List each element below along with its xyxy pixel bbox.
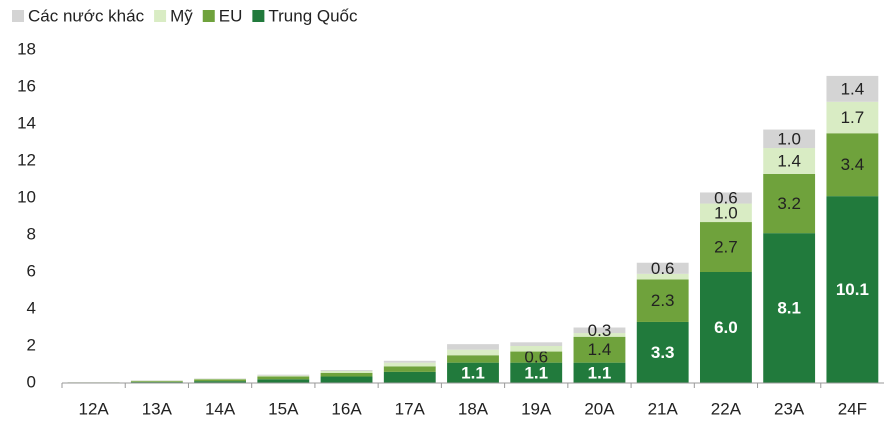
x-tick-label: 18A: [458, 399, 489, 418]
data-label: 0.6: [651, 259, 675, 278]
bar-segment: [257, 376, 309, 377]
bar-segment: [510, 346, 562, 352]
legend-label: Các nước khác: [28, 6, 145, 25]
x-tick-label: 23A: [774, 399, 805, 418]
y-tick-label: 10: [17, 187, 36, 206]
y-tick-label: 4: [27, 298, 36, 317]
legend-swatch: [252, 10, 264, 22]
data-label: 2.3: [651, 291, 675, 310]
bar-segment: [257, 375, 309, 376]
x-tick-label: 12A: [78, 399, 109, 418]
x-tick-label: 16A: [331, 399, 362, 418]
y-tick-label: 16: [17, 76, 36, 95]
legend-swatch: [12, 10, 24, 22]
bar-segment: [447, 344, 499, 350]
bar-segment: [384, 366, 436, 372]
data-label: 1.0: [777, 129, 801, 148]
legend-label: Trung Quốc: [268, 6, 358, 25]
data-label: 3.2: [777, 194, 801, 213]
data-label: 10.1: [836, 280, 869, 299]
data-label: 1.4: [777, 151, 801, 170]
data-label: 1.1: [588, 363, 612, 382]
x-tick-label: 13A: [142, 399, 173, 418]
bar-segment: [194, 379, 246, 380]
bar-segment: [510, 342, 562, 346]
data-label: 6.0: [714, 318, 738, 337]
legend-label: Mỹ: [170, 6, 193, 25]
x-tick-label: 14A: [205, 399, 236, 418]
bar-segment: [194, 379, 246, 381]
x-tick-label: 17A: [395, 399, 426, 418]
bar-segment: [384, 363, 436, 367]
legend-swatch: [154, 10, 166, 22]
y-tick-label: 8: [27, 224, 36, 243]
data-label: 3.4: [841, 155, 865, 174]
data-label: 1.4: [588, 340, 612, 359]
data-label: 1.4: [841, 79, 865, 98]
x-tick-label: 21A: [648, 399, 679, 418]
data-label: 8.1: [777, 299, 801, 318]
bar-segment: [131, 381, 183, 382]
data-label: 2.7: [714, 238, 738, 257]
y-tick-label: 6: [27, 261, 36, 280]
bar-segment: [447, 350, 499, 356]
y-tick-label: 18: [17, 39, 36, 58]
x-tick-label: 15A: [268, 399, 299, 418]
legend-label: EU: [219, 6, 243, 25]
x-tick-label: 24F: [838, 399, 867, 418]
x-tick-label: 20A: [584, 399, 615, 418]
bar-segment: [257, 377, 309, 380]
data-label: 3.3: [651, 343, 675, 362]
x-tick-label: 19A: [521, 399, 552, 418]
data-label: 1.7: [841, 108, 865, 127]
bar-segment: [321, 377, 373, 383]
y-tick-label: 14: [17, 113, 36, 132]
y-tick-label: 2: [27, 335, 36, 354]
y-tick-label: 12: [17, 150, 36, 169]
x-tick-label: 22A: [711, 399, 742, 418]
bar-segment: [321, 370, 373, 371]
bar-segment: [384, 361, 436, 363]
bar-segment: [131, 381, 183, 382]
bar-segment: [321, 373, 373, 377]
data-label: 0.6: [714, 188, 738, 207]
data-label: 0.3: [588, 321, 612, 340]
bar-segment: [321, 371, 373, 373]
legend-swatch: [203, 10, 215, 22]
bar-segment: [384, 372, 436, 383]
bar-segment: [257, 379, 309, 383]
y-tick-label: 0: [27, 372, 36, 391]
data-label: 1.1: [461, 363, 485, 382]
bar-segment: [447, 355, 499, 362]
